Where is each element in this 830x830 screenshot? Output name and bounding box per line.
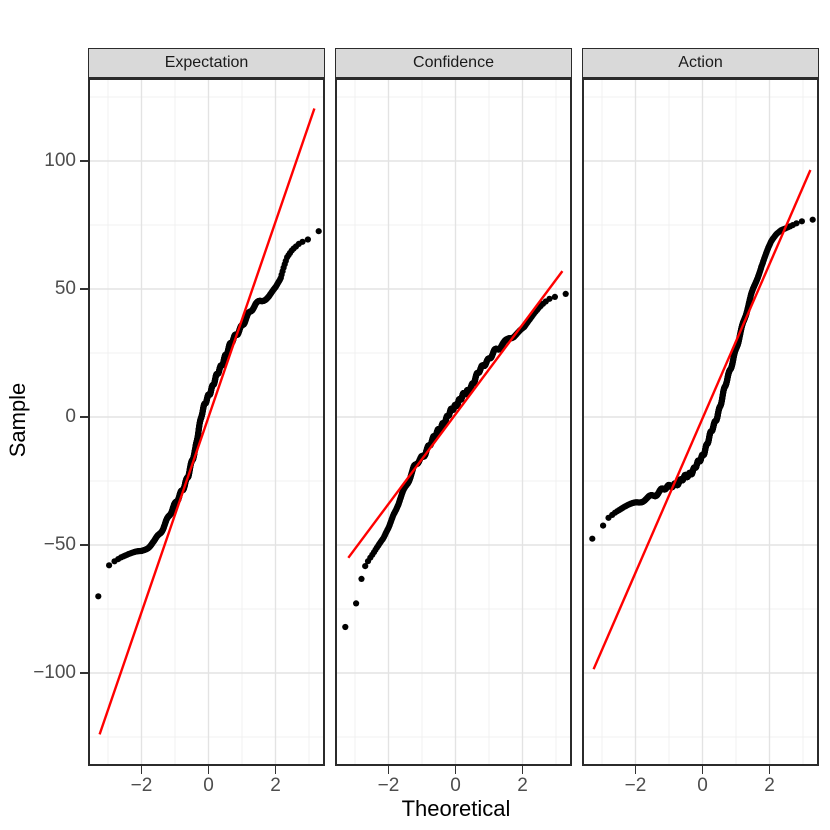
x-axis-title: Theoretical	[401, 796, 511, 821]
y-tick-label: −100	[33, 662, 76, 683]
panel-svg-0	[88, 78, 325, 766]
x-tick-mark	[634, 766, 637, 774]
x-tick-mark	[387, 766, 390, 774]
facet-strip-confidence: Confidence	[335, 48, 572, 78]
facet-strip-expectation: Expectation	[88, 48, 325, 78]
y-tick-mark	[80, 672, 88, 674]
y-tick-label: 100	[44, 150, 76, 171]
y-tick-label: 0	[65, 406, 76, 427]
x-tick-label: −2	[130, 775, 153, 796]
x-tick-mark	[768, 766, 771, 774]
facet-panel-expectation	[88, 78, 325, 766]
x-tick-mark	[140, 766, 143, 774]
y-tick-mark	[80, 416, 88, 418]
x-tick-mark	[207, 766, 210, 774]
facet-strip-action: Action	[582, 48, 819, 78]
x-tick-label: −2	[377, 775, 400, 796]
y-tick-label: −50	[43, 534, 76, 555]
y-tick-mark	[80, 288, 88, 290]
x-tick-label: 2	[517, 775, 528, 796]
y-tick-mark	[80, 544, 88, 546]
panel-svg-2	[582, 78, 819, 766]
x-tick-label: 0	[450, 775, 461, 796]
x-tick-label: 0	[697, 775, 708, 796]
y-tick-label: 50	[54, 278, 76, 299]
x-tick-label: 0	[203, 775, 214, 796]
x-tick-mark	[521, 766, 524, 774]
facet-strip-label: Expectation	[164, 54, 249, 71]
facet-panel-action	[582, 78, 819, 766]
x-tick-label: 2	[764, 775, 775, 796]
x-tick-label: 2	[270, 775, 281, 796]
facet-panel-confidence	[335, 78, 572, 766]
x-tick-mark	[454, 766, 457, 774]
x-tick-mark	[274, 766, 277, 774]
facet-strip-label: Confidence	[413, 54, 494, 71]
panel-svg-1	[335, 78, 572, 766]
x-tick-mark	[701, 766, 704, 774]
facet-strip-label: Action	[678, 54, 723, 71]
y-tick-mark	[80, 160, 88, 162]
x-tick-label: −2	[624, 775, 647, 796]
